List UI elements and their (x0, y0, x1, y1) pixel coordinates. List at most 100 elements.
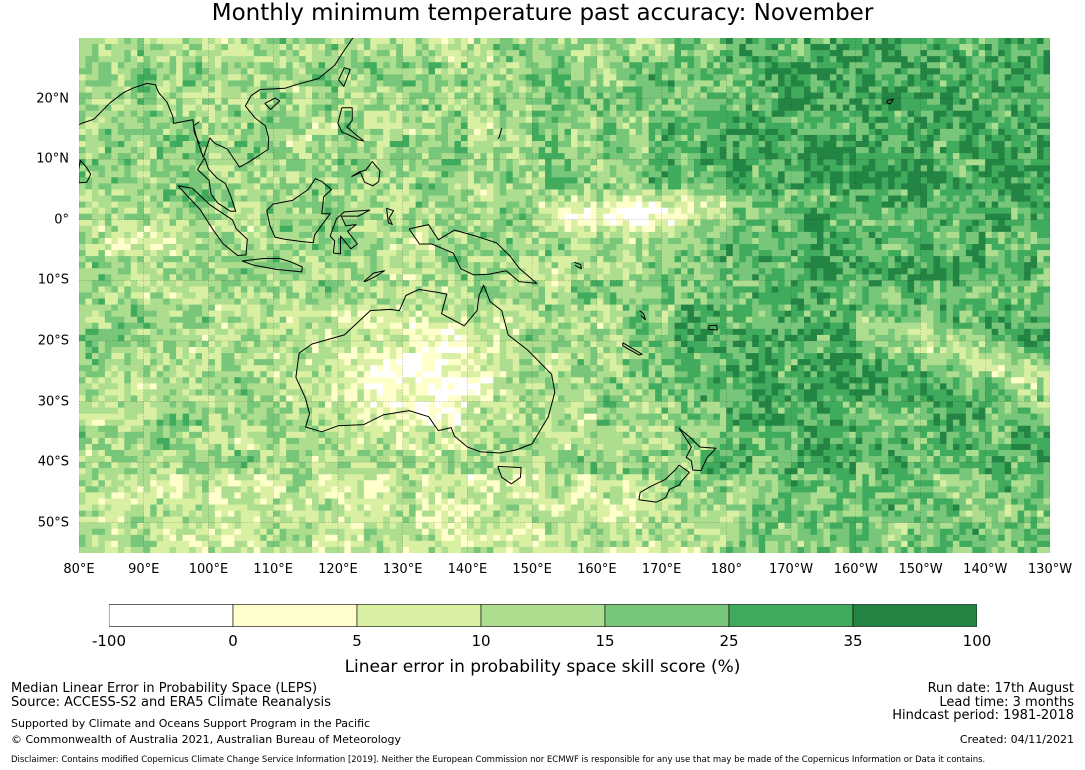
skill-cell (849, 177, 856, 183)
skill-cell (150, 232, 157, 238)
skill-cell (247, 68, 254, 74)
skill-cell (552, 183, 559, 189)
skill-cell (707, 80, 714, 86)
skill-cell (552, 62, 559, 68)
skill-cell (92, 177, 99, 183)
skill-cell (416, 74, 423, 80)
skill-cell (1011, 135, 1018, 141)
skill-cell (603, 147, 610, 153)
skill-cell (1044, 86, 1050, 92)
skill-cell (396, 135, 403, 141)
skill-cell (215, 86, 222, 92)
skill-cell (215, 129, 222, 135)
skill-cell (286, 62, 293, 68)
skill-cell (998, 38, 1005, 44)
skill-cell (552, 105, 559, 111)
skill-cell (435, 86, 442, 92)
skill-cell (979, 99, 986, 105)
skill-cell (1024, 105, 1031, 111)
skill-cell (312, 86, 319, 92)
skill-cell (649, 196, 656, 202)
skill-cell (532, 226, 539, 232)
skill-cell (810, 93, 817, 99)
skill-cell (150, 177, 157, 183)
skill-cell (921, 232, 928, 238)
skill-cell (985, 129, 992, 135)
skill-cell (1024, 56, 1031, 62)
skill-cell (565, 196, 572, 202)
skill-cell (765, 105, 772, 111)
skill-cell (370, 214, 377, 220)
skill-cell (364, 86, 371, 92)
skill-cell (254, 208, 261, 214)
skill-cell (843, 99, 850, 105)
skill-cell (998, 165, 1005, 171)
skill-cell (636, 129, 643, 135)
skill-cell (552, 153, 559, 159)
skill-cell (798, 159, 805, 165)
skill-cell (817, 214, 824, 220)
skill-cell (377, 141, 384, 147)
skill-cell (552, 111, 559, 117)
skill-cell (603, 129, 610, 135)
skill-cell (247, 74, 254, 80)
skill-cell (131, 68, 138, 74)
skill-cell (558, 214, 565, 220)
skill-cell (623, 74, 630, 80)
skill-cell (364, 62, 371, 68)
skill-cell (454, 141, 461, 147)
skill-cell (92, 238, 99, 244)
skill-cell (590, 165, 597, 171)
skill-cell (610, 135, 617, 141)
skill-cell (293, 129, 300, 135)
skill-cell (157, 220, 164, 226)
skill-cell (998, 208, 1005, 214)
skill-cell (493, 68, 500, 74)
skill-cell (778, 189, 785, 195)
skill-cell (85, 183, 92, 189)
skill-cell (823, 38, 830, 44)
skill-cell (163, 62, 170, 68)
skill-cell (603, 208, 610, 214)
skill-cell (597, 135, 604, 141)
skill-cell (584, 93, 591, 99)
skill-cell (979, 153, 986, 159)
skill-cell (843, 232, 850, 238)
skill-cell (351, 50, 358, 56)
skill-cell (992, 135, 999, 141)
skill-cell (972, 105, 979, 111)
skill-cell (319, 171, 326, 177)
skill-cell (331, 38, 338, 44)
skill-cell (610, 189, 617, 195)
skill-cell (306, 38, 313, 44)
skill-cell (739, 153, 746, 159)
skill-cell (817, 159, 824, 165)
skill-cell (299, 135, 306, 141)
skill-cell (616, 99, 623, 105)
skill-cell (480, 189, 487, 195)
skill-cell (124, 105, 131, 111)
skill-cell (208, 220, 215, 226)
skill-cell (247, 62, 254, 68)
skill-cell (79, 183, 86, 189)
skill-cell (817, 68, 824, 74)
skill-cell (487, 232, 494, 238)
skill-cell (642, 68, 649, 74)
skill-cell (733, 147, 740, 153)
skill-cell (403, 74, 410, 80)
skill-cell (526, 153, 533, 159)
skill-cell (383, 177, 390, 183)
skill-cell (176, 68, 183, 74)
skill-cell (649, 129, 656, 135)
skill-cell (306, 62, 313, 68)
skill-cell (597, 129, 604, 135)
skill-cell (1037, 68, 1044, 74)
skill-cell (694, 171, 701, 177)
skill-cell (616, 153, 623, 159)
skill-cell (642, 171, 649, 177)
skill-cell (687, 38, 694, 44)
skill-cell (862, 68, 869, 74)
skill-cell (247, 238, 254, 244)
skill-cell (668, 147, 675, 153)
skill-cell (713, 232, 720, 238)
